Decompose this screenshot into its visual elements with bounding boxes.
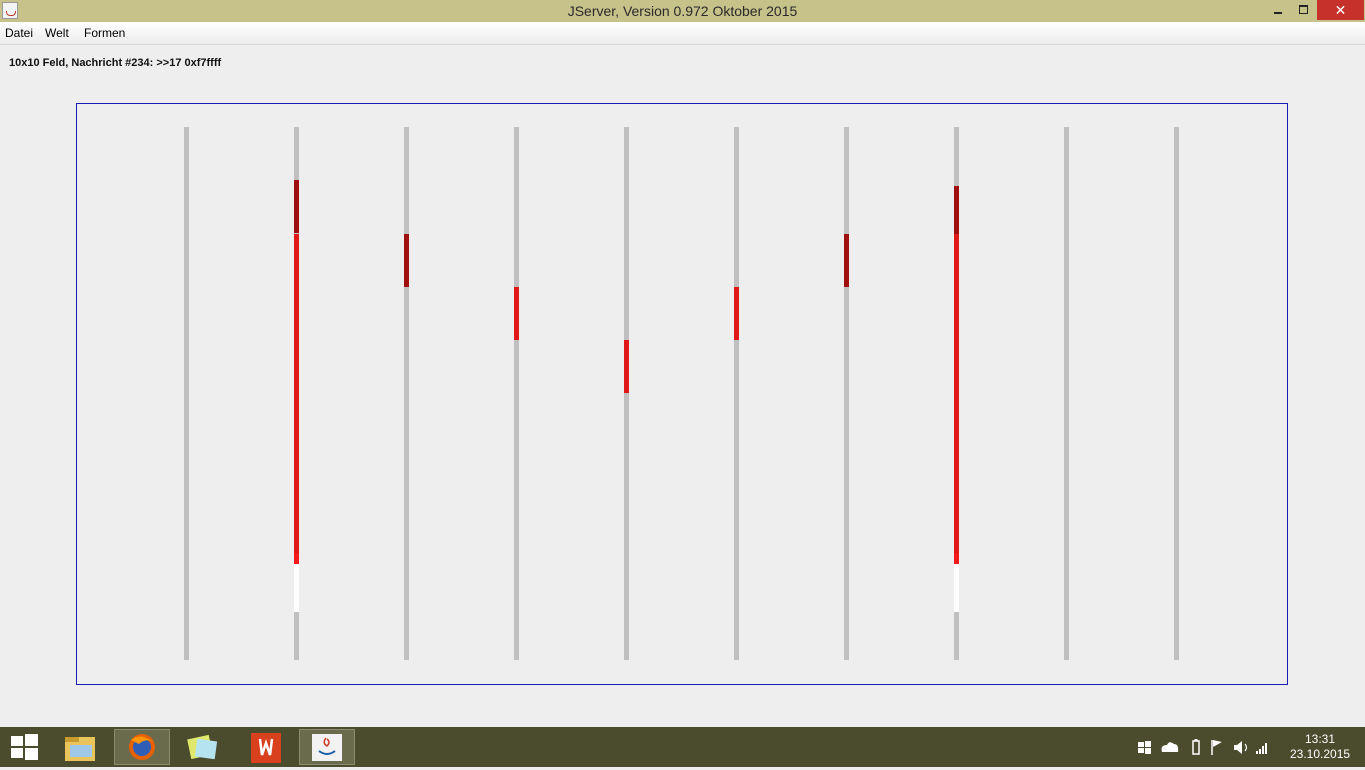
java-icon: [312, 734, 342, 761]
taskbar-sticky-notes[interactable]: [176, 729, 232, 765]
start-button[interactable]: [0, 729, 56, 765]
acrobat-icon: [251, 733, 281, 763]
menu-datei[interactable]: Datei: [5, 26, 34, 40]
column-7: [844, 127, 849, 660]
column-2: [294, 127, 299, 660]
column-9: [1064, 127, 1069, 660]
sticky-notes-icon: [187, 734, 218, 760]
window-title: JServer, Version 0.972 Oktober 2015: [567, 3, 798, 19]
status-message: 10x10 Feld, Nachricht #234: >>17 0xf7fff…: [9, 57, 222, 69]
clock-time: 13:31: [1304, 732, 1336, 746]
column-8: [954, 127, 959, 660]
menu-welt[interactable]: Welt: [45, 26, 69, 40]
onedrive-icon: [1161, 742, 1179, 752]
close-button[interactable]: ✕: [1317, 0, 1364, 20]
column-8-segment-4: [954, 564, 959, 612]
action-center-flag-icon: [1211, 740, 1222, 755]
world-field[interactable]: [76, 103, 1288, 685]
column-2-segment-2: [294, 234, 299, 554]
column-2-segment-4: [294, 564, 299, 612]
battery-icon: [1192, 739, 1200, 755]
column-7-segment-1: [844, 234, 849, 287]
column-10: [1174, 127, 1179, 660]
taskbar-firefox[interactable]: [114, 729, 170, 765]
clock-date: 23.10.2015: [1290, 747, 1351, 761]
firefox-icon: [129, 734, 155, 760]
title-bar: JServer, Version 0.972 Oktober 2015 ✕: [0, 0, 1365, 22]
signal-icon: [1256, 743, 1267, 754]
column-3: [404, 127, 409, 660]
file-explorer-icon: [65, 737, 95, 761]
column-8-segment-1: [954, 186, 959, 234]
windows-flag-icon: [1138, 741, 1151, 754]
volume-icon: [1234, 741, 1248, 754]
column-2-segment-1: [294, 180, 299, 233]
column-5-segment-1: [624, 340, 629, 393]
taskbar-clock[interactable]: 13:31 23.10.2015: [1290, 732, 1350, 762]
column-6: [734, 127, 739, 660]
column-6-segment-1: [734, 287, 739, 340]
java-app-icon[interactable]: [2, 2, 18, 19]
column-5: [624, 127, 629, 660]
menu-formen[interactable]: Formen: [84, 26, 126, 40]
taskbar-explorer[interactable]: [54, 729, 110, 765]
column-4-segment-1: [514, 287, 519, 340]
windows-start-icon: [11, 734, 38, 760]
column-3-segment-1: [404, 234, 409, 287]
taskbar-java[interactable]: [299, 729, 355, 765]
taskbar: 13:31 23.10.2015: [0, 727, 1365, 767]
column-1: [184, 127, 189, 660]
taskbar-acrobat[interactable]: [238, 729, 294, 765]
column-2-segment-3: [294, 553, 299, 564]
column-8-segment-2: [954, 234, 959, 554]
column-8-segment-3: [954, 553, 959, 564]
system-tray: [1138, 739, 1267, 755]
column-4: [514, 127, 519, 660]
minimize-button[interactable]: [1266, 0, 1290, 20]
menu-bar: Datei Welt Formen: [0, 22, 1365, 45]
restore-button[interactable]: [1292, 0, 1316, 20]
